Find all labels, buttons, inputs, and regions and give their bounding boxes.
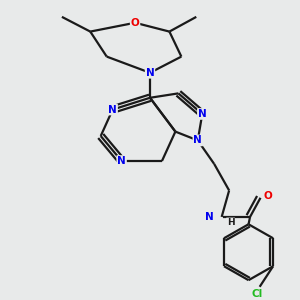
Text: H: H [227, 218, 234, 227]
Text: N: N [146, 68, 154, 78]
Text: N: N [117, 156, 126, 166]
Text: N: N [198, 109, 207, 119]
Text: N: N [205, 212, 214, 222]
Text: Cl: Cl [251, 289, 262, 299]
Text: O: O [264, 191, 272, 201]
Text: N: N [108, 104, 117, 115]
Text: O: O [131, 18, 140, 28]
Text: N: N [194, 135, 202, 146]
